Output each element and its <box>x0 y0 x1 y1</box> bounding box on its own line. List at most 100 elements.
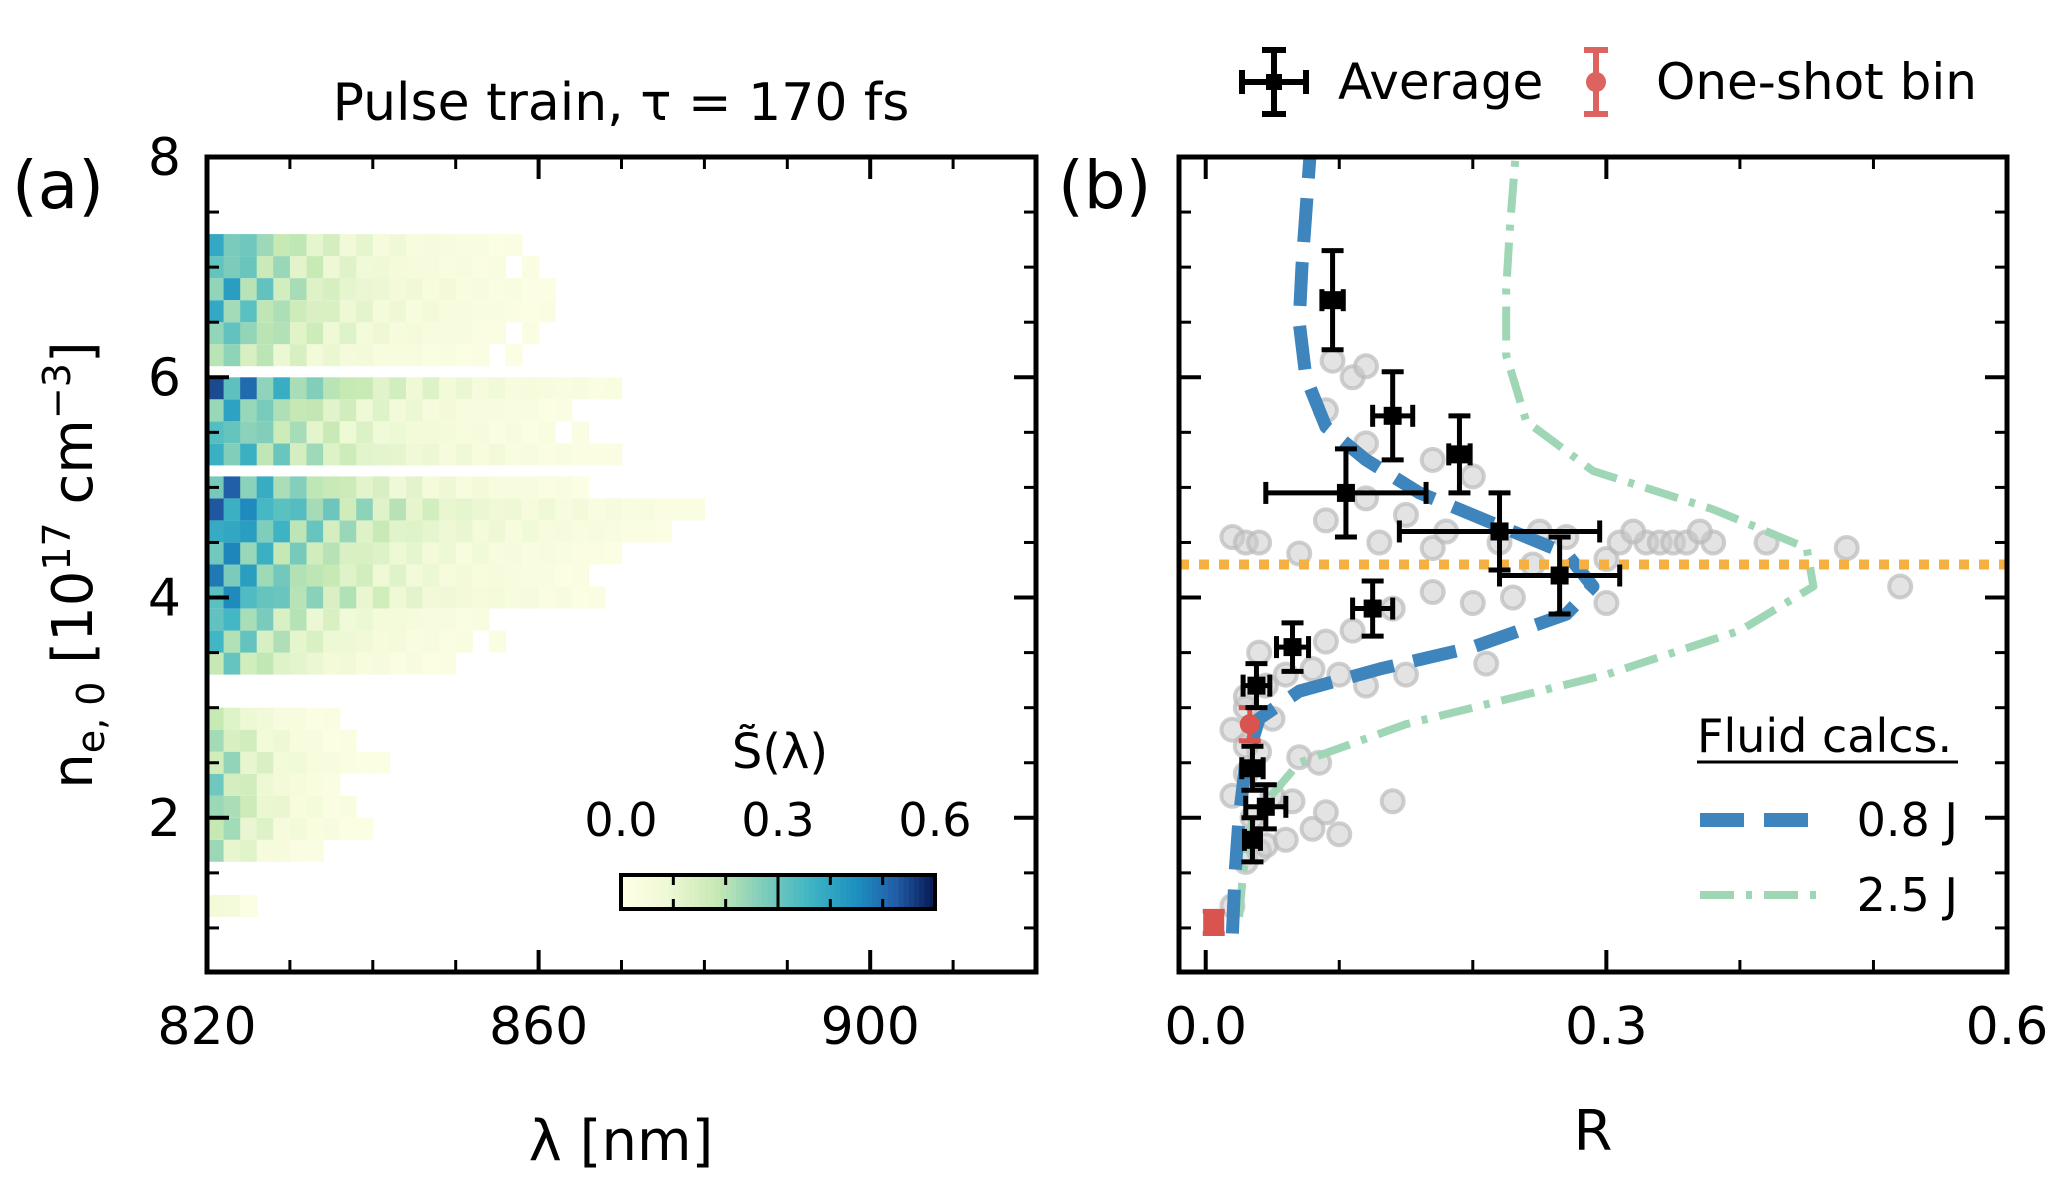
heatmap-cell <box>306 795 324 818</box>
heatmap-cell <box>306 652 324 675</box>
marker <box>1247 676 1266 695</box>
heatmap-cell <box>472 234 490 257</box>
heatmap-cell <box>207 234 225 257</box>
heatmap-cell <box>323 608 341 631</box>
single-shot-point <box>1272 826 1299 853</box>
heatmap-cell <box>356 564 374 587</box>
heatmap-cell <box>389 586 407 609</box>
heatmap-cell <box>207 817 225 840</box>
heatmap-cell <box>538 520 556 543</box>
heatmap-cell <box>256 344 274 367</box>
single-shot-point <box>1326 821 1353 848</box>
heatmap-cell <box>240 322 258 345</box>
heatmap-cell <box>522 586 540 609</box>
heatmap-cell <box>256 564 274 587</box>
heatmap-cell <box>621 498 639 521</box>
heatmap-cell <box>240 630 258 653</box>
heatmap-cell <box>422 476 440 499</box>
heatmap-cell <box>240 234 258 257</box>
heatmap-cell <box>240 399 258 422</box>
heatmap-cell <box>472 278 490 301</box>
heatmap-cell <box>522 520 540 543</box>
heatmap-cell <box>223 278 241 301</box>
colorbar-segment <box>694 875 700 909</box>
heatmap-cell <box>273 234 291 257</box>
heatmap-cell <box>389 278 407 301</box>
heatmap-cell <box>240 795 258 818</box>
heatmap-cell <box>472 399 490 422</box>
colorbar-segment <box>798 875 805 909</box>
heatmap-cell <box>406 278 424 301</box>
fluid-curve-2.5J <box>1235 157 1818 918</box>
heatmap-cell <box>306 751 324 774</box>
heatmap-cell <box>289 652 308 675</box>
heatmap-cell <box>538 443 556 466</box>
heatmap-cell <box>273 707 291 730</box>
single-shot-point <box>1419 535 1446 561</box>
x-tick-label: 0.6 <box>1966 997 2049 1057</box>
heatmap-cell <box>372 300 390 323</box>
colorbar-segment <box>662 875 669 909</box>
heatmap-cell <box>339 564 357 587</box>
colorbar-segment <box>929 875 936 909</box>
heatmap-cell <box>522 564 540 587</box>
marker <box>1243 830 1262 849</box>
y-tick-label: 6 <box>148 348 181 408</box>
heatmap-cell <box>289 707 308 730</box>
legend-one-shot-label: One-shot bin <box>1656 53 1977 111</box>
heatmap-cell <box>323 652 341 675</box>
heatmap-cell <box>306 443 324 466</box>
colorbar-segment <box>825 875 831 909</box>
heatmap-cell <box>256 300 274 323</box>
heatmap-cell <box>323 498 341 521</box>
heatmap-cell <box>323 344 341 367</box>
heatmap-cell <box>240 564 258 587</box>
colorbar-segment <box>872 875 878 909</box>
heatmap-cell <box>207 894 225 917</box>
heatmap-cell <box>422 443 440 466</box>
colorbar-segment <box>924 875 931 909</box>
colorbar: S̃(λ) 0.0 0.3 0.6 <box>584 723 972 911</box>
colorbar-segment <box>830 875 836 909</box>
heatmap-cell <box>488 300 507 323</box>
heatmap-cell <box>240 300 258 323</box>
heatmap-cell <box>323 377 341 400</box>
heatmap-cell <box>439 278 457 301</box>
marker <box>1256 797 1275 816</box>
single-shot-point <box>1339 617 1366 644</box>
heatmap-cell <box>389 652 407 675</box>
heatmap-cell <box>273 542 291 565</box>
heatmap-cell <box>323 586 341 609</box>
heatmap-cell <box>389 443 407 466</box>
heatmap-cell <box>472 520 490 543</box>
heatmap-cell <box>223 443 241 466</box>
heatmap-cell <box>406 586 424 609</box>
y-tick-label: 2 <box>148 789 181 849</box>
heatmap-cell <box>207 630 225 653</box>
heatmap-cell <box>372 421 390 444</box>
single-shot-point <box>1419 446 1446 473</box>
y-axis-label: ne, 0 [1017 cm−3] <box>35 341 113 789</box>
heatmap-cell <box>256 234 274 257</box>
heatmap-cell <box>406 322 424 345</box>
heatmap-cells <box>207 234 705 917</box>
heatmap-cell <box>273 630 291 653</box>
heatmap-cell <box>389 421 407 444</box>
heatmap-cell <box>223 608 241 631</box>
colorbar-tick-label: 0.3 <box>741 793 814 847</box>
average-point <box>1273 620 1312 674</box>
heatmap-cell <box>422 322 440 345</box>
legend-one-shot-marker <box>1584 47 1608 117</box>
heatmap-cell <box>422 520 440 543</box>
heatmap-cell <box>223 894 241 917</box>
panel-b-label: (b) <box>1058 147 1151 224</box>
heatmap-cell <box>555 498 573 521</box>
heatmap-cell <box>406 300 424 323</box>
heatmap-cell <box>389 520 407 543</box>
heatmap-cell <box>372 652 390 675</box>
single-shot-point <box>1459 590 1486 616</box>
heatmap-cell <box>555 476 573 499</box>
heatmap-cell <box>472 476 490 499</box>
heatmap-cell <box>323 773 341 796</box>
heatmap-cell <box>323 751 341 774</box>
